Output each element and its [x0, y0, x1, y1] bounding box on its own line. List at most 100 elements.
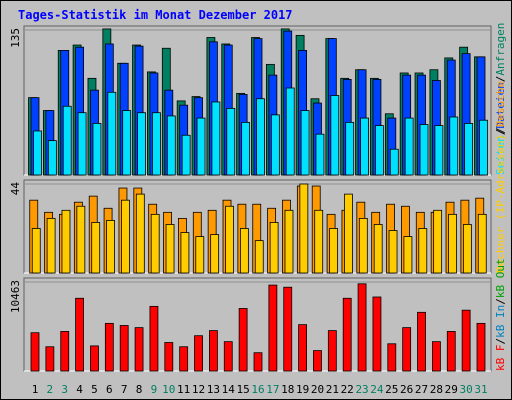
- x-tick-label: 19: [296, 383, 309, 396]
- legend-separator: /: [494, 127, 507, 134]
- x-tick-label: 5: [91, 383, 98, 396]
- bar: [315, 133, 325, 176]
- bar: [434, 125, 444, 176]
- x-tick-label: 9: [151, 383, 158, 396]
- bar: [329, 228, 338, 274]
- bar: [30, 332, 40, 372]
- bar: [92, 123, 102, 176]
- legend-separator: /: [494, 338, 507, 345]
- x-tick-label: 4: [76, 383, 83, 396]
- bar: [269, 222, 279, 274]
- x-tick-label: 6: [106, 383, 113, 396]
- x-tick-label: 30: [460, 383, 473, 396]
- bar: [150, 213, 160, 274]
- bar: [285, 87, 295, 176]
- x-tick-label: 23: [355, 383, 368, 396]
- bar: [47, 140, 57, 176]
- legend-separator: /: [494, 76, 507, 83]
- x-tick-label: 25: [385, 383, 398, 396]
- bar: [239, 228, 249, 274]
- x-tick-label: 3: [61, 383, 68, 396]
- bar: [389, 148, 399, 176]
- bar: [342, 297, 352, 372]
- bar: [77, 112, 87, 176]
- bar: [179, 346, 189, 372]
- x-tick-label: 2: [47, 383, 54, 396]
- bar: [253, 352, 263, 372]
- x-tick-label: 18: [281, 383, 294, 396]
- legend-entry: kB In: [494, 305, 507, 338]
- bar: [284, 209, 294, 274]
- bar: [107, 91, 117, 176]
- bar: [210, 234, 220, 274]
- bar: [195, 236, 205, 274]
- bar: [476, 322, 486, 372]
- bar: [313, 350, 322, 372]
- x-tick-label: 27: [415, 383, 428, 396]
- bar: [358, 217, 368, 274]
- bar: [194, 335, 203, 372]
- bar: [180, 232, 190, 274]
- x-tick-label: 14: [222, 383, 236, 396]
- x-tick-label: 21: [326, 383, 339, 396]
- bar: [211, 101, 221, 176]
- x-tick-label: 20: [311, 383, 324, 396]
- bar: [388, 230, 398, 274]
- bar: [152, 112, 161, 176]
- bar: [106, 220, 115, 274]
- bar: [254, 240, 264, 274]
- legend-entry: Besuche: [494, 81, 507, 127]
- bar: [75, 297, 84, 372]
- x-tick-label: 17: [266, 383, 279, 396]
- bar: [433, 209, 443, 274]
- bar: [256, 98, 265, 176]
- bar: [60, 331, 70, 372]
- bar: [135, 193, 145, 274]
- bar: [419, 124, 429, 176]
- legend: kB F/kB In/kB Out: [494, 258, 507, 371]
- bar: [375, 125, 384, 176]
- x-tick-label: 28: [430, 383, 443, 396]
- bar: [464, 123, 474, 176]
- bar: [165, 224, 175, 274]
- bar: [208, 330, 218, 372]
- bar: [268, 284, 278, 372]
- bar: [164, 342, 174, 372]
- legend-entry: kB Out: [494, 258, 507, 298]
- bar: [196, 117, 206, 176]
- bar: [62, 105, 72, 176]
- bar: [90, 345, 99, 372]
- bar: [45, 346, 55, 372]
- bar: [431, 341, 441, 372]
- y-tick-label: 135: [9, 28, 22, 48]
- x-tick-label: 8: [136, 383, 143, 396]
- bar: [360, 117, 369, 176]
- bar: [299, 183, 309, 274]
- legend-separator: /: [494, 298, 507, 305]
- bar: [181, 134, 191, 176]
- bar: [241, 121, 251, 176]
- legend-entry: Anfragen: [494, 23, 507, 76]
- x-tick-label: 1: [32, 383, 39, 396]
- x-tick-label: 11: [177, 383, 190, 396]
- x-tick-label: 29: [445, 383, 458, 396]
- x-tick-label: 26: [400, 383, 413, 396]
- bar: [31, 228, 41, 274]
- bar: [387, 343, 397, 372]
- bar: [344, 193, 353, 274]
- x-tick-label: 15: [237, 383, 250, 396]
- x-tick-label: 12: [192, 383, 205, 396]
- bar: [137, 112, 146, 176]
- legend-entry: kB F: [494, 345, 507, 372]
- bar: [298, 324, 308, 372]
- legend: Rechner (IP-Adressen)/Besuche: [494, 81, 507, 273]
- bar: [104, 322, 114, 372]
- bar: [461, 309, 471, 372]
- x-tick-label: 16: [251, 383, 264, 396]
- bar: [345, 121, 355, 176]
- x-tick-label: 13: [207, 383, 220, 396]
- bar: [373, 224, 383, 274]
- bar: [403, 236, 413, 274]
- bar: [122, 110, 132, 176]
- bar: [402, 327, 412, 372]
